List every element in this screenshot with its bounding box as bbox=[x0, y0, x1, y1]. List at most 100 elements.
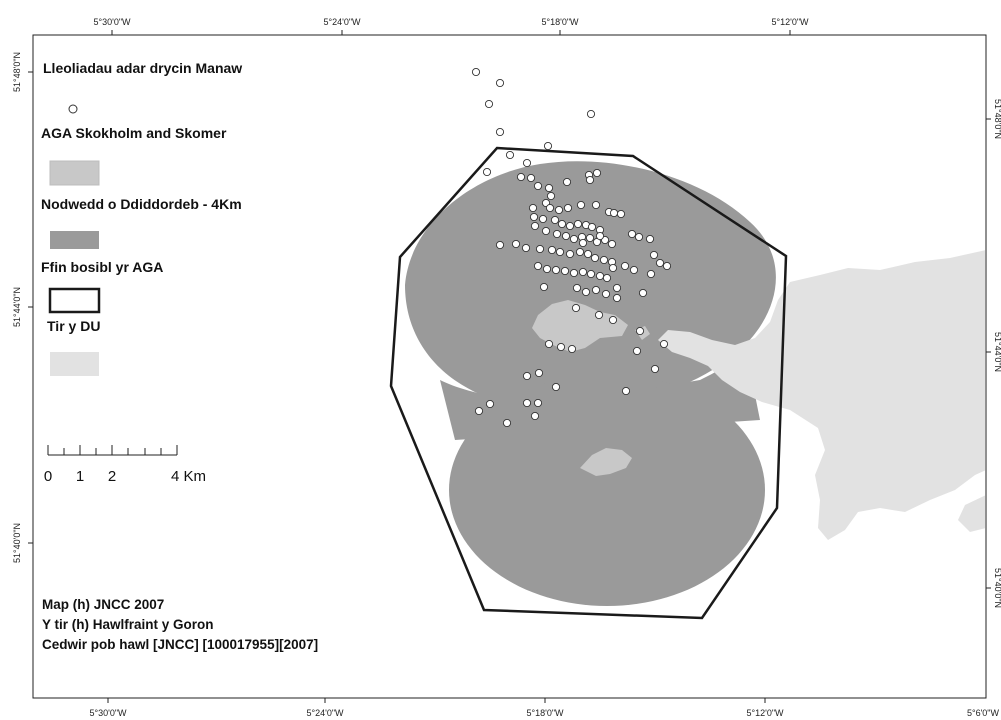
bird-location-point bbox=[538, 214, 548, 224]
bird-location-point bbox=[533, 181, 543, 191]
bird-location-point bbox=[581, 287, 591, 297]
bird-location-point bbox=[645, 234, 655, 244]
bird-location-point bbox=[556, 342, 566, 352]
bird-location-point bbox=[533, 398, 543, 408]
bird-location-point bbox=[621, 386, 631, 396]
bird-location-point bbox=[608, 315, 618, 325]
bird-location-point bbox=[542, 264, 552, 274]
bird-location-point bbox=[563, 203, 573, 213]
bird-location-point bbox=[552, 229, 562, 239]
bird-location-point bbox=[571, 303, 581, 313]
bird-location-point bbox=[595, 231, 605, 241]
legend-label-uk-land: Tir y DU bbox=[47, 318, 100, 334]
bird-location-point bbox=[620, 261, 630, 271]
bird-location-point bbox=[632, 346, 642, 356]
bird-location-point bbox=[474, 406, 484, 416]
scale-label: 2 bbox=[108, 468, 116, 485]
bird-location-point bbox=[533, 261, 543, 271]
bird-location-point bbox=[655, 258, 665, 268]
bird-location-point bbox=[565, 221, 575, 231]
credit-line: Cedwir pob hawl [JNCC] [100017955][2007] bbox=[42, 637, 318, 652]
bird-location-point bbox=[529, 212, 539, 222]
bird-location-point bbox=[495, 240, 505, 250]
graticule-left: 51°48'0"N 51°44'0"N 51°40'0"N bbox=[12, 52, 22, 563]
bird-location-point bbox=[550, 215, 560, 225]
bird-location-point bbox=[578, 267, 588, 277]
bird-location-point bbox=[541, 226, 551, 236]
graticule-label-right: 51°44'0"N bbox=[993, 332, 1001, 372]
interest-feature-join bbox=[440, 345, 760, 440]
graticule-label-right: 51°48'0"N bbox=[993, 99, 1001, 139]
bird-location-point bbox=[662, 261, 672, 271]
sac-skomer-island bbox=[532, 300, 628, 352]
bird-location-point bbox=[585, 233, 595, 243]
bird-location-point bbox=[612, 283, 622, 293]
legend-point-symbol bbox=[68, 104, 78, 114]
bird-location-point bbox=[547, 245, 557, 255]
legend-swatch-interest-feature bbox=[50, 231, 99, 249]
graticule-label-bottom: 5°18'0"W bbox=[526, 708, 564, 718]
graticule-right: 51°48'0"N 51°44'0"N 51°40'0"N bbox=[993, 99, 1001, 608]
graticule-label-bottom: 5°6'0"W bbox=[967, 708, 1000, 718]
scale-bar-labels: 0 1 2 4 Km bbox=[44, 468, 206, 485]
graticule-label-bottom: 5°24'0"W bbox=[306, 708, 344, 718]
uk-land-mainland bbox=[658, 250, 985, 540]
bird-location-point bbox=[602, 273, 612, 283]
sac-skokholm-island bbox=[580, 448, 632, 476]
bird-location-point bbox=[526, 173, 536, 183]
bird-location-point bbox=[516, 172, 526, 182]
bird-location-point bbox=[485, 399, 495, 409]
bird-location-point bbox=[522, 371, 532, 381]
bird-location-point bbox=[659, 339, 669, 349]
bird-location-point bbox=[595, 271, 605, 281]
bird-location-point bbox=[560, 266, 570, 276]
bird-location-point bbox=[635, 326, 645, 336]
graticule-label-bottom: 5°12'0"W bbox=[746, 708, 784, 718]
graticule-top: 5°30'0"W 5°24'0"W 5°18'0"W 5°12'0"W bbox=[93, 17, 809, 27]
graticule-label-top: 5°12'0"W bbox=[771, 17, 809, 27]
bird-location-point bbox=[557, 219, 567, 229]
bird-location-point bbox=[576, 200, 586, 210]
bird-location-point bbox=[561, 231, 571, 241]
bird-location-point bbox=[649, 250, 659, 260]
legend-label-boundary: Ffin bosibl yr AGA bbox=[41, 259, 163, 275]
bird-location-point bbox=[569, 234, 579, 244]
bird-location-point bbox=[555, 247, 565, 257]
bird-location-point bbox=[607, 239, 617, 249]
bird-location-point bbox=[528, 203, 538, 213]
credit-line: Map (h) JNCC 2007 bbox=[42, 597, 164, 612]
bird-location-point bbox=[587, 222, 597, 232]
bird-location-point bbox=[567, 344, 577, 354]
possible-sac-boundary bbox=[389, 146, 788, 620]
graticule-label-left: 51°48'0"N bbox=[12, 52, 22, 92]
bird-location-point bbox=[505, 150, 515, 160]
legend-swatch-sac bbox=[49, 160, 100, 186]
bird-locations bbox=[471, 67, 672, 428]
bird-location-point bbox=[578, 238, 588, 248]
bird-location-point bbox=[484, 99, 494, 109]
bird-location-point bbox=[629, 265, 639, 275]
bird-location-point bbox=[634, 232, 644, 242]
graticule-label-top: 5°30'0"W bbox=[93, 17, 131, 27]
bird-location-point bbox=[522, 398, 532, 408]
bird-location-point bbox=[590, 253, 600, 263]
bird-location-point bbox=[591, 200, 601, 210]
legend: Lleoliadau adar drycin Manaw AGA Skokhol… bbox=[41, 60, 242, 376]
scale-label: 0 bbox=[44, 468, 52, 485]
bird-location-point bbox=[573, 219, 583, 229]
bird-location-point bbox=[612, 293, 622, 303]
bird-location-point bbox=[585, 175, 595, 185]
graticule-bottom: 5°30'0"W 5°24'0"W 5°18'0"W 5°12'0"W 5°6'… bbox=[89, 708, 999, 718]
bird-location-point bbox=[586, 269, 596, 279]
bird-location-point bbox=[565, 249, 575, 259]
legend-label-interest-feature: Nodwedd o Ddiddordeb - 4Km bbox=[41, 196, 242, 212]
bird-location-point bbox=[569, 268, 579, 278]
bird-location-point bbox=[495, 78, 505, 88]
bird-location-point bbox=[572, 283, 582, 293]
bird-location-point bbox=[591, 285, 601, 295]
bird-location-point bbox=[646, 269, 656, 279]
bird-location-point bbox=[638, 288, 648, 298]
uk-land-south bbox=[958, 495, 985, 532]
bird-location-point bbox=[521, 243, 531, 253]
